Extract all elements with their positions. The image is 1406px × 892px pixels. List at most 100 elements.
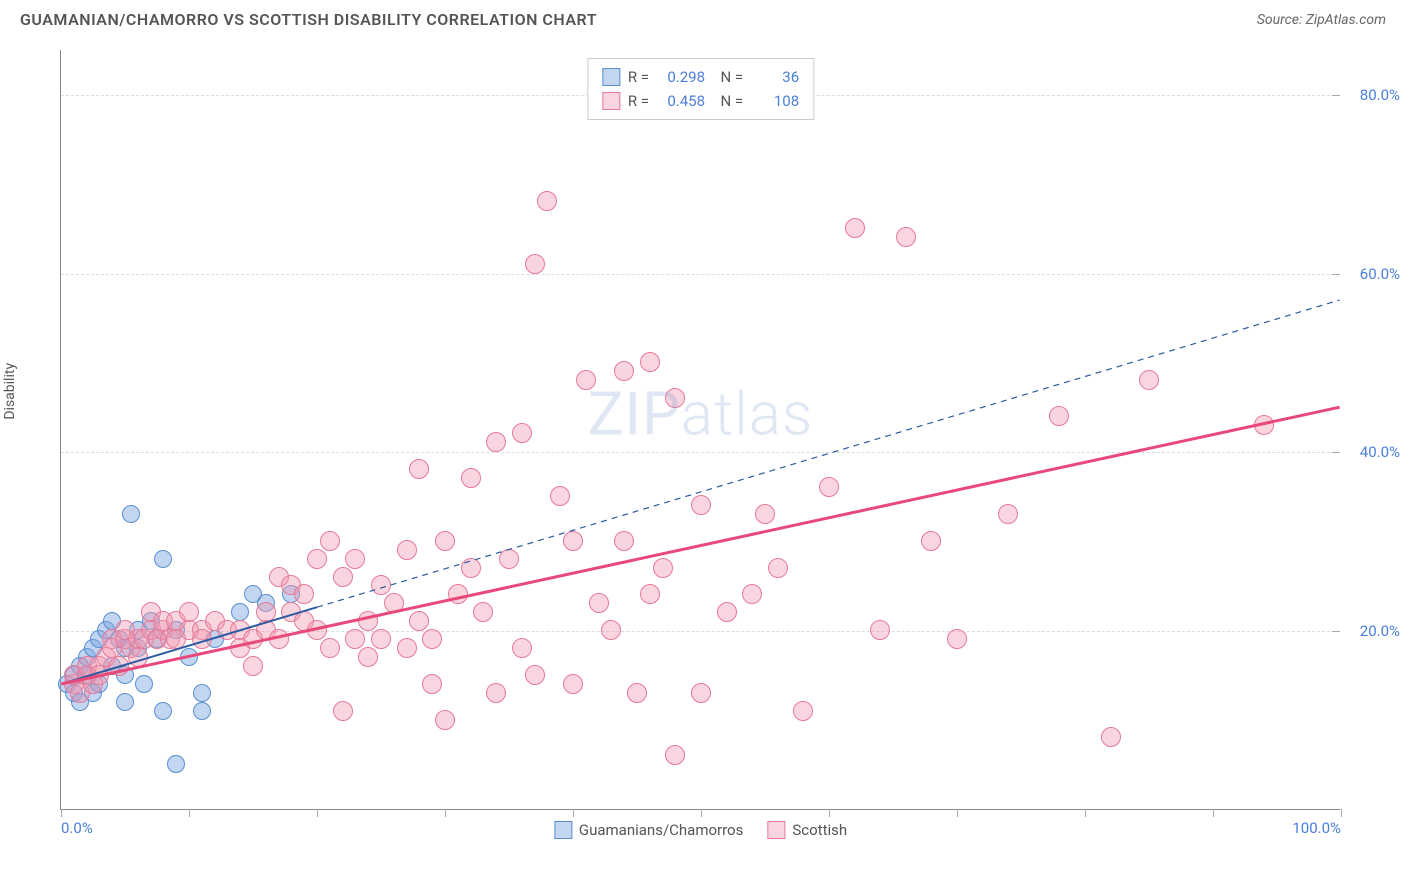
- data-point: [435, 531, 455, 551]
- data-point: [627, 683, 647, 703]
- data-point: [345, 549, 365, 569]
- data-point: [691, 495, 711, 515]
- data-point: [269, 629, 289, 649]
- data-point: [193, 702, 211, 720]
- legend-item-1: Guamanians/Chamorros: [554, 821, 743, 839]
- data-point: [384, 593, 404, 613]
- data-point: [665, 388, 685, 408]
- ytick-label: 80.0%: [1345, 86, 1400, 104]
- data-point: [755, 504, 775, 524]
- y-axis-label: Disability: [2, 363, 18, 420]
- data-point: [640, 352, 660, 372]
- n-value-1: 36: [751, 65, 799, 89]
- data-point: [307, 620, 327, 640]
- swatch-b1: [554, 821, 572, 839]
- legend-row-series1: R =0.298 N =36: [602, 65, 799, 89]
- data-point: [921, 531, 941, 551]
- data-point: [665, 745, 685, 765]
- data-point: [345, 629, 365, 649]
- data-point: [870, 620, 890, 640]
- data-point: [409, 459, 429, 479]
- data-point: [473, 602, 493, 622]
- data-point: [180, 648, 198, 666]
- data-point: [409, 611, 429, 631]
- data-point: [1101, 727, 1121, 747]
- data-point: [998, 504, 1018, 524]
- data-point: [320, 638, 340, 658]
- data-point: [422, 629, 442, 649]
- data-point: [192, 629, 212, 649]
- ytick-label: 60.0%: [1345, 265, 1400, 283]
- r-value-2: 0.458: [657, 89, 705, 113]
- legend-row-series2: R =0.458 N =108: [602, 89, 799, 113]
- gridline-h: [61, 452, 1340, 453]
- data-point: [742, 584, 762, 604]
- data-point: [537, 191, 557, 211]
- ytick-label: 40.0%: [1345, 443, 1400, 461]
- series-name-2: Scottish: [792, 821, 847, 839]
- data-point: [435, 710, 455, 730]
- data-point: [819, 477, 839, 497]
- data-point: [691, 683, 711, 703]
- ytick-label: 20.0%: [1345, 622, 1400, 640]
- swatch-series2: [602, 92, 620, 110]
- data-point: [448, 584, 468, 604]
- data-point: [397, 540, 417, 560]
- chart-container: Disability ZIPatlas R =0.298 N =36 R =0.…: [20, 40, 1386, 840]
- data-point: [109, 656, 129, 676]
- data-point: [461, 468, 481, 488]
- data-point: [397, 638, 417, 658]
- series-name-1: Guamanians/Chamorros: [579, 821, 743, 839]
- data-point: [768, 558, 788, 578]
- data-point: [525, 254, 545, 274]
- r-value-1: 0.298: [657, 65, 705, 89]
- data-point: [1254, 415, 1274, 435]
- data-point: [307, 549, 327, 569]
- data-point: [640, 584, 660, 604]
- data-point: [89, 665, 109, 685]
- data-point: [243, 656, 263, 676]
- xtick-label: 0.0%: [61, 819, 93, 837]
- swatch-series1: [602, 68, 620, 86]
- correlation-legend: R =0.298 N =36 R =0.458 N =108: [587, 58, 814, 120]
- data-point: [947, 629, 967, 649]
- data-point: [122, 505, 140, 523]
- data-point: [653, 558, 673, 578]
- data-point: [793, 701, 813, 721]
- data-point: [154, 550, 172, 568]
- data-point: [563, 531, 583, 551]
- data-point: [461, 558, 481, 578]
- data-point: [499, 549, 519, 569]
- data-point: [154, 702, 172, 720]
- data-point: [525, 665, 545, 685]
- legend-item-2: Scottish: [767, 821, 847, 839]
- series-legend: Guamanians/Chamorros Scottish: [554, 821, 847, 839]
- data-point: [845, 218, 865, 238]
- data-point: [512, 638, 532, 658]
- data-point: [550, 486, 570, 506]
- plot-area: ZIPatlas R =0.298 N =36 R =0.458 N =108 …: [60, 50, 1340, 810]
- gridline-h: [61, 274, 1340, 275]
- swatch-b2: [767, 821, 785, 839]
- data-point: [116, 693, 134, 711]
- data-point: [294, 584, 314, 604]
- source-label: Source: ZipAtlas.com: [1257, 12, 1386, 28]
- data-point: [128, 647, 148, 667]
- chart-title: GUAMANIAN/CHAMORRO VS SCOTTISH DISABILIT…: [20, 10, 597, 29]
- data-point: [333, 701, 353, 721]
- data-point: [1049, 406, 1069, 426]
- data-point: [358, 611, 378, 631]
- data-point: [320, 531, 340, 551]
- data-point: [717, 602, 737, 622]
- data-point: [512, 423, 532, 443]
- data-point: [371, 575, 391, 595]
- data-point: [358, 647, 378, 667]
- data-point: [231, 603, 249, 621]
- data-point: [167, 755, 185, 773]
- data-point: [193, 684, 211, 702]
- data-point: [601, 620, 621, 640]
- data-point: [1139, 370, 1159, 390]
- data-point: [576, 370, 596, 390]
- n-value-2: 108: [751, 89, 799, 113]
- data-point: [614, 531, 634, 551]
